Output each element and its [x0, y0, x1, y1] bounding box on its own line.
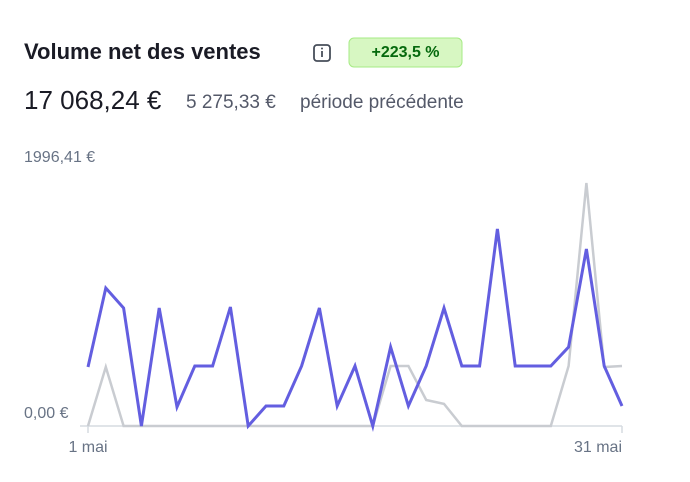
previous-label: période précédente: [300, 92, 464, 113]
x-tick-label: 1 mai: [68, 439, 107, 456]
y-tick-label: 0,00 €: [24, 405, 69, 422]
x-tick-label: 31 mai: [574, 439, 622, 456]
change-badge: +223,5 %: [371, 44, 439, 61]
previous-total: 5 275,33 €: [186, 92, 276, 113]
total-value: 17 068,24 €: [24, 85, 162, 115]
chart-title: Volume net des ventes: [24, 39, 261, 64]
series-line: [86, 228, 624, 432]
series-line: [86, 182, 623, 428]
change-badge-bg: [348, 37, 463, 68]
y-tick-label: 1996,41 €: [24, 149, 95, 166]
info-icon[interactable]: [313, 44, 331, 62]
